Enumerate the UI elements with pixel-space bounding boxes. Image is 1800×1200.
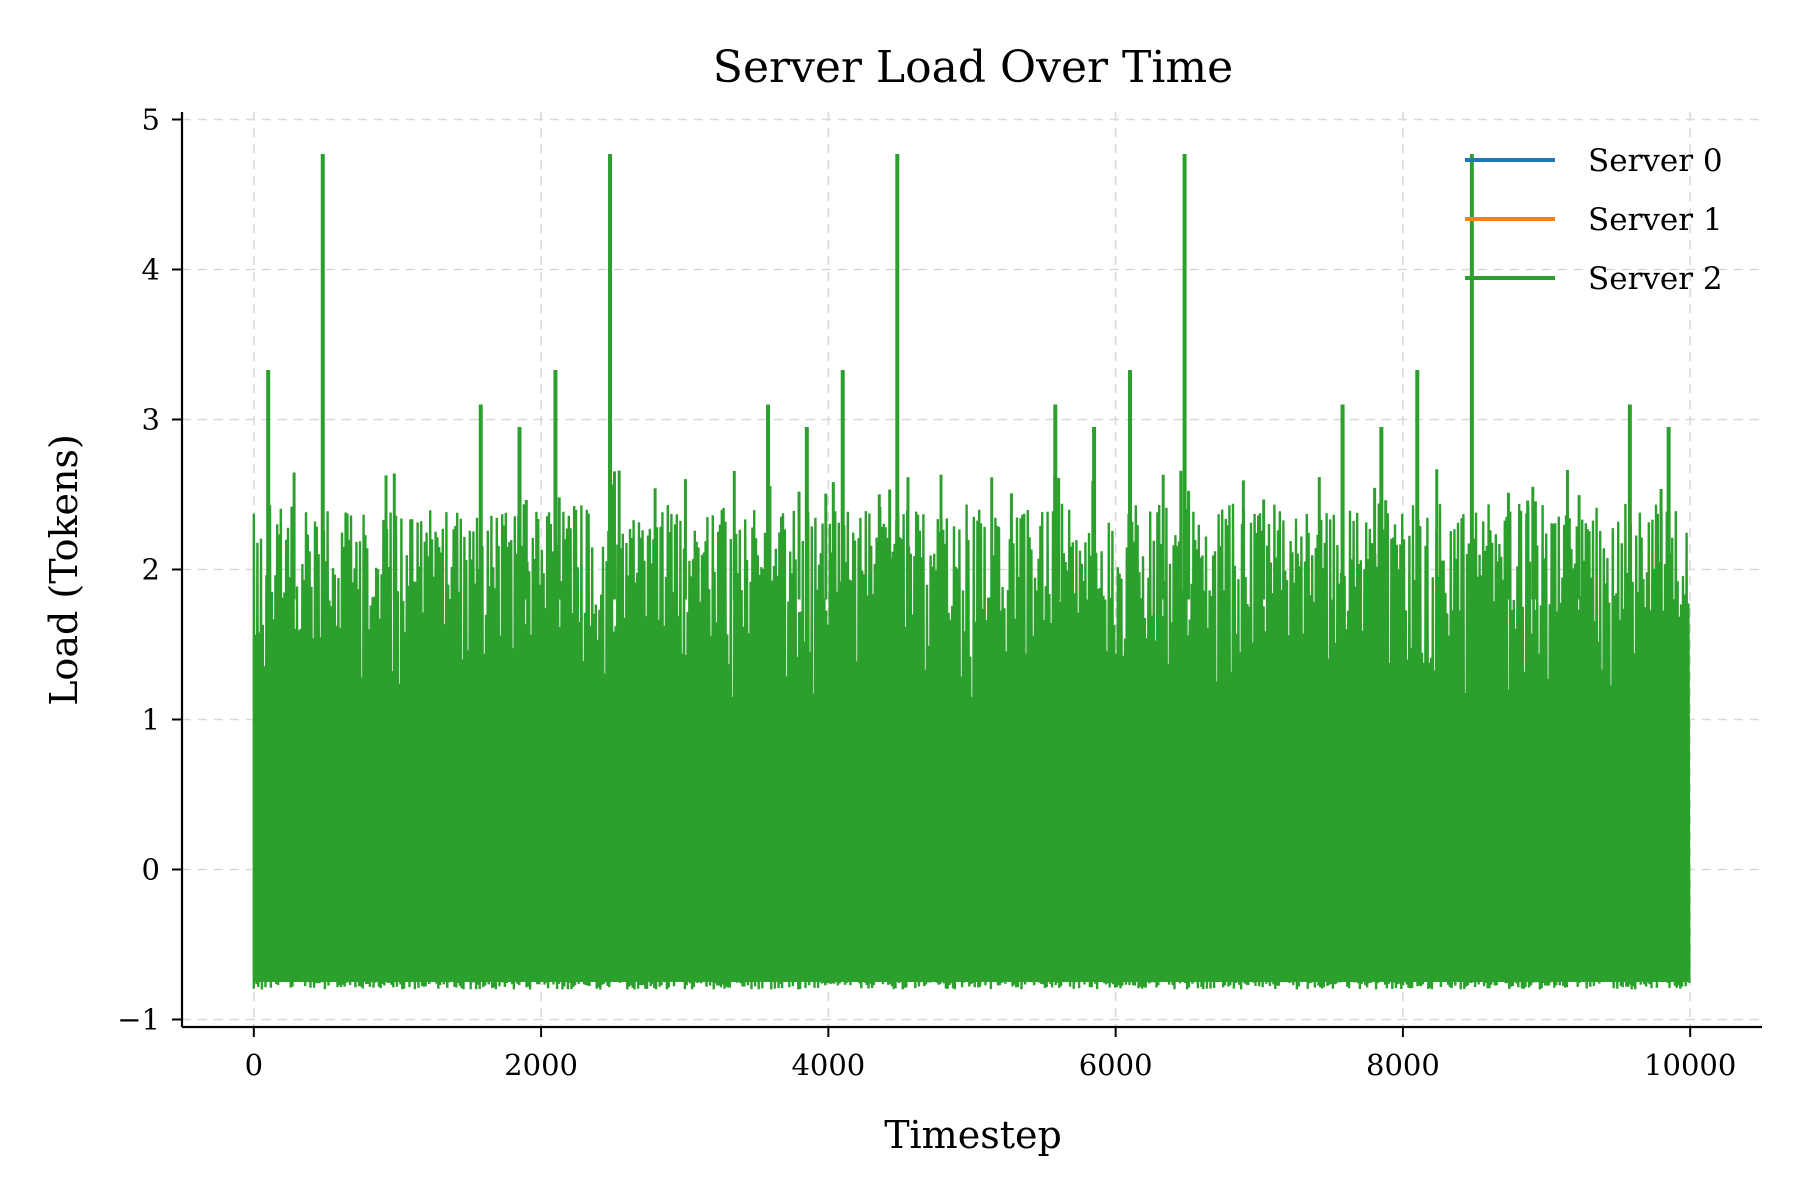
legend-item: Server 0 (1465, 143, 1723, 179)
legend-label: Server 0 (1588, 143, 1723, 179)
legend: Server 0 Server 1 Server 2 (1465, 143, 1723, 297)
x-tick-label: 6000 (1079, 1048, 1153, 1082)
x-tick-label: 10000 (1644, 1048, 1736, 1082)
legend-item: Server 2 (1465, 261, 1723, 297)
axes: 0 2000 4000 6000 8000 10000 −1 0 1 2 3 4 5 (117, 103, 1762, 1082)
x-tick-label: 2000 (504, 1048, 578, 1082)
series-line (252, 503, 1691, 990)
legend-label: Server 2 (1588, 261, 1723, 297)
series-lines (252, 154, 1691, 990)
x-tick-label: 4000 (791, 1048, 865, 1082)
chart-title: Server Load Over Time (713, 42, 1233, 93)
y-axis-label: Load (Tokens) (42, 434, 86, 706)
y-tick-label: 0 (142, 853, 160, 887)
x-axis-label: Timestep (884, 1113, 1062, 1157)
legend-label: Server 1 (1588, 202, 1723, 238)
y-tick-label: 2 (142, 553, 160, 587)
y-tick-label: −1 (117, 1003, 160, 1037)
series-dense-band (255, 697, 1689, 982)
y-tick-label: 5 (142, 103, 160, 137)
y-tick-label: 4 (142, 253, 160, 287)
series-server-2 (252, 154, 1691, 990)
x-tick-label: 8000 (1366, 1048, 1440, 1082)
legend-item: Server 1 (1465, 202, 1723, 238)
x-tick-label: 0 (245, 1048, 263, 1082)
y-tick-label: 1 (142, 703, 160, 737)
y-tick-label: 3 (142, 403, 160, 437)
